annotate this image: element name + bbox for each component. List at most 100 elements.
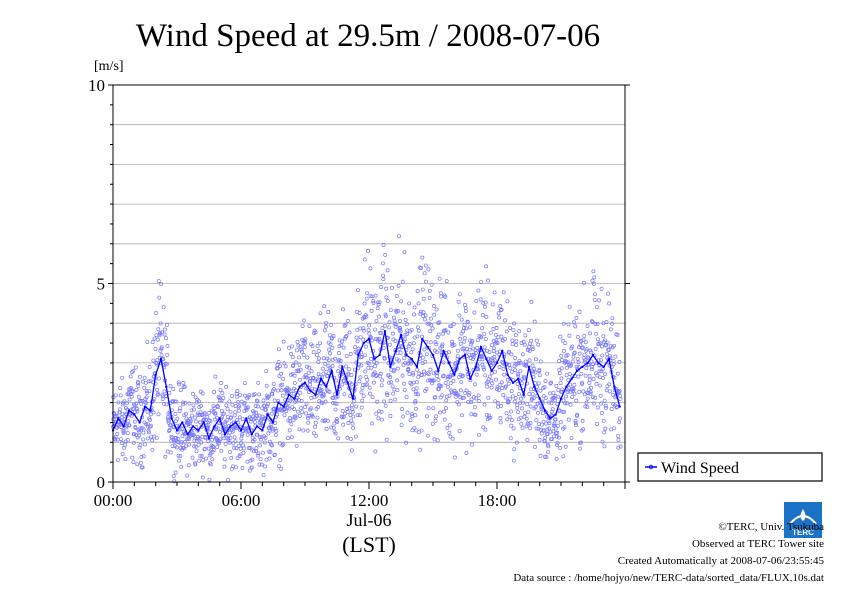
scatter-point — [284, 391, 289, 396]
scatter-point — [532, 444, 537, 449]
scatter-point — [240, 432, 245, 436]
scatter-point — [543, 396, 548, 400]
scatter-point — [471, 357, 475, 362]
scatter-point — [177, 382, 182, 387]
scatter-point — [574, 423, 578, 427]
scatter-point — [162, 327, 167, 332]
scatter-point — [293, 416, 298, 421]
scatter-point — [364, 382, 369, 387]
scatter-point — [381, 273, 386, 278]
scatter-point — [466, 400, 471, 405]
scatter-point — [384, 286, 389, 291]
scatter-point — [376, 409, 381, 414]
scatter-point — [340, 382, 345, 387]
scatter-point — [314, 433, 318, 438]
scatter-point — [289, 422, 294, 427]
scatter-point — [514, 342, 519, 347]
scatter-point — [595, 421, 600, 426]
scatter-point — [115, 437, 120, 442]
scatter-point — [549, 401, 554, 406]
scatter-point — [281, 376, 286, 381]
scatter-point — [473, 348, 478, 353]
scatter-point — [292, 407, 297, 412]
scatter-point — [302, 375, 307, 380]
scatter-point — [226, 438, 231, 443]
scatter-point — [527, 392, 532, 396]
scatter-point — [229, 415, 233, 420]
scatter-point — [548, 391, 553, 396]
scatter-point — [373, 293, 378, 298]
scatter-point — [197, 458, 202, 463]
scatter-point — [402, 250, 407, 254]
scatter-point — [198, 454, 203, 459]
series-point — [533, 385, 536, 388]
scatter-point — [373, 327, 378, 332]
x-tick-label: 06:00 — [222, 491, 261, 510]
scatter-point — [502, 372, 507, 377]
scatter-point — [480, 357, 485, 362]
scatter-point — [580, 418, 585, 423]
scatter-point — [157, 376, 161, 381]
scatter-point — [149, 434, 154, 439]
scatter-point — [453, 361, 458, 366]
scatter-point — [540, 422, 544, 427]
scatter-point — [413, 399, 418, 403]
scatter-point — [343, 322, 348, 327]
scatter-point — [559, 376, 564, 381]
scatter-point — [300, 324, 305, 329]
series-point — [367, 337, 371, 341]
scatter-point — [223, 442, 228, 446]
scatter-point — [617, 388, 622, 393]
scatter-point — [369, 338, 374, 343]
scatter-point — [315, 378, 320, 383]
scatter-point — [471, 346, 476, 351]
scatter-point — [416, 301, 421, 306]
scatter-point — [387, 342, 392, 347]
scatter-point — [509, 409, 513, 414]
scatter-point — [192, 415, 197, 420]
scatter-point — [291, 363, 296, 368]
scatter-point — [310, 344, 315, 349]
scatter-point — [280, 382, 285, 387]
scatter-point — [603, 403, 608, 408]
scatter-point — [155, 358, 160, 362]
scatter-point — [440, 374, 445, 379]
scatter-point — [454, 390, 459, 395]
series-point — [229, 425, 232, 428]
scatter-point — [279, 371, 283, 376]
scatter-point — [507, 396, 512, 401]
scatter-point — [602, 430, 607, 435]
scatter-point — [171, 386, 176, 391]
scatter-point — [254, 398, 259, 403]
scatter-point — [140, 465, 145, 470]
scatter-point — [351, 425, 356, 430]
scatter-point — [607, 301, 612, 306]
scatter-point — [127, 397, 132, 402]
scatter-point — [307, 324, 312, 329]
scatter-point — [369, 308, 374, 313]
scatter-point — [542, 439, 547, 444]
scatter-point — [324, 320, 329, 325]
scatter-point — [149, 423, 153, 428]
scatter-point — [572, 382, 577, 387]
scatter-point — [355, 339, 360, 344]
series-point — [250, 433, 253, 436]
terc-logo-icon: TERC — [784, 502, 822, 538]
series-point — [357, 353, 360, 357]
scatter-point — [255, 399, 260, 404]
scatter-point — [243, 393, 248, 398]
scatter-point — [516, 361, 521, 366]
scatter-point — [590, 278, 595, 283]
series-point — [495, 361, 499, 365]
scatter-point — [383, 252, 388, 257]
scatter-point — [262, 403, 267, 408]
scatter-point — [513, 356, 517, 360]
series-point — [474, 365, 477, 369]
scatter-point — [250, 457, 255, 462]
scatter-point — [471, 355, 476, 360]
scatter-point — [200, 475, 205, 480]
scatter-point — [281, 442, 286, 447]
scatter-point — [133, 365, 138, 370]
scatter-point — [609, 327, 613, 332]
scatter-point — [186, 463, 191, 468]
